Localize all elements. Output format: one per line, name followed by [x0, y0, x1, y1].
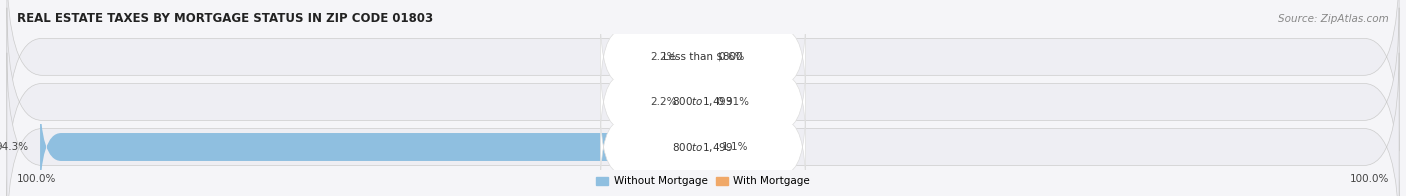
- FancyBboxPatch shape: [682, 48, 709, 156]
- Text: 0.6%: 0.6%: [718, 52, 745, 62]
- FancyBboxPatch shape: [685, 48, 724, 156]
- FancyBboxPatch shape: [600, 105, 806, 189]
- FancyBboxPatch shape: [7, 0, 1399, 151]
- FancyBboxPatch shape: [7, 53, 1399, 196]
- Text: 94.3%: 94.3%: [0, 142, 30, 152]
- FancyBboxPatch shape: [7, 8, 1399, 196]
- Text: 100.0%: 100.0%: [1350, 174, 1389, 184]
- Text: 1.1%: 1.1%: [723, 142, 748, 152]
- Text: REAL ESTATE TAXES BY MORTGAGE STATUS IN ZIP CODE 01803: REAL ESTATE TAXES BY MORTGAGE STATUS IN …: [17, 12, 433, 25]
- Text: 2.2%: 2.2%: [650, 52, 676, 62]
- Text: 0.31%: 0.31%: [717, 97, 749, 107]
- Text: 100.0%: 100.0%: [17, 174, 56, 184]
- FancyBboxPatch shape: [686, 3, 724, 111]
- FancyBboxPatch shape: [682, 3, 709, 111]
- FancyBboxPatch shape: [600, 60, 806, 144]
- Text: $800 to $1,499: $800 to $1,499: [672, 95, 734, 108]
- Text: Less than $800: Less than $800: [664, 52, 742, 62]
- Legend: Without Mortgage, With Mortgage: Without Mortgage, With Mortgage: [592, 172, 814, 191]
- FancyBboxPatch shape: [41, 93, 703, 196]
- FancyBboxPatch shape: [690, 93, 724, 196]
- FancyBboxPatch shape: [600, 15, 806, 99]
- Text: $800 to $1,499: $800 to $1,499: [672, 141, 734, 153]
- Text: Source: ZipAtlas.com: Source: ZipAtlas.com: [1278, 14, 1389, 24]
- Text: 2.2%: 2.2%: [650, 97, 676, 107]
